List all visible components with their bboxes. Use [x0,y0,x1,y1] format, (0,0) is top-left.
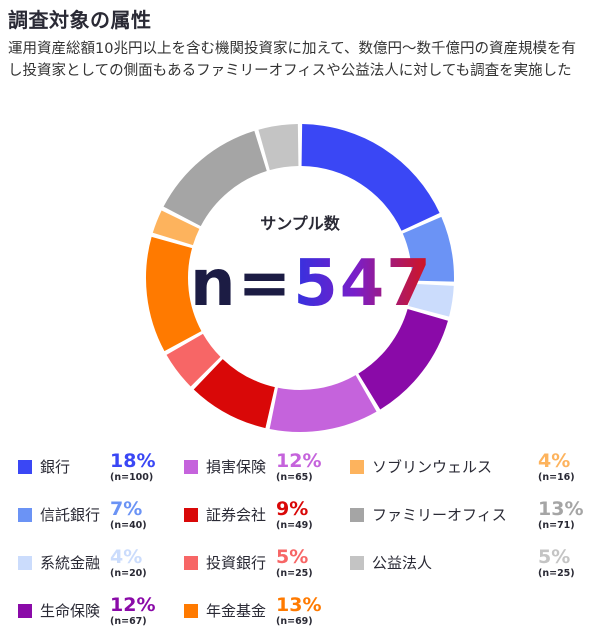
legend-name: 生命保険 [40,602,101,620]
legend-swatch [184,460,198,474]
chart-description: 運用資産総額10兆円以上を含む機関投資家に加えて、数億円〜数千億円の資産規模を有… [8,41,576,79]
legend-swatch [350,460,364,474]
sample-size-prefix: n= [190,247,294,321]
donut-slice-9 [163,130,267,227]
legend-swatch [184,508,198,522]
donut-slice-10 [258,124,299,171]
legend-name: 証券会社 [206,506,267,524]
legend-percent: 12% [110,594,156,616]
legend-count: (n=65) [276,472,313,483]
legend-percent: 4% [538,450,571,472]
legend-count: (n=40) [110,520,147,531]
legend-percent: 13% [276,594,322,616]
legend-swatch [350,556,364,570]
sample-size-label: サンプル数 [260,214,340,233]
legend-percent: 18% [110,450,156,472]
legend-percent: 9% [276,498,309,520]
legend-swatch [18,508,32,522]
legend-name: 年金基金 [206,602,267,620]
legend-count: (n=49) [276,520,313,531]
legend-name: ソブリンウェルス [372,458,493,476]
legend-name: 銀行 [40,458,71,476]
legend-swatch [184,604,198,618]
donut-slice-3 [358,309,448,410]
legend-name: 公益法人 [372,554,433,572]
legend-percent: 5% [276,546,309,568]
legend-percent: 12% [276,450,322,472]
donut-slice-8 [152,210,200,246]
donut-slice-1 [402,216,454,282]
legend-count: (n=67) [110,616,147,627]
legend-name: 投資銀行 [206,554,267,572]
sample-size-value: n=547 [190,244,431,324]
legend-name: ファミリーオフィス [372,506,507,524]
donut-slice-0 [301,124,440,231]
legend-percent: 7% [110,498,143,520]
legend-percent: 13% [538,498,584,520]
legend-name: 信託銀行 [40,506,101,524]
legend-swatch [18,460,32,474]
legend-percent: 4% [110,546,143,568]
donut-slice-2 [408,283,454,317]
donut-slice-5 [193,359,275,429]
legend-swatch [350,508,364,522]
legend-swatch [18,556,32,570]
legend-name: 損害保険 [206,458,267,476]
legend-count: (n=25) [538,568,575,579]
legend-count: (n=100) [110,472,154,483]
legend-swatch [184,556,198,570]
donut-slice-4 [269,375,377,432]
legend-count: (n=20) [110,568,147,579]
legend-name: 系統金融 [40,554,101,572]
legend-swatch [18,604,32,618]
chart-title: 調査対象の属性 [8,8,152,32]
legend-count: (n=16) [538,472,575,483]
donut-slice-7 [146,236,202,352]
legend-percent: 5% [538,546,571,568]
legend-count: (n=69) [276,616,313,627]
sample-size-number: 547 [293,247,433,321]
donut-slice-6 [166,333,221,387]
legend-count: (n=71) [538,520,575,531]
legend-count: (n=25) [276,568,313,579]
